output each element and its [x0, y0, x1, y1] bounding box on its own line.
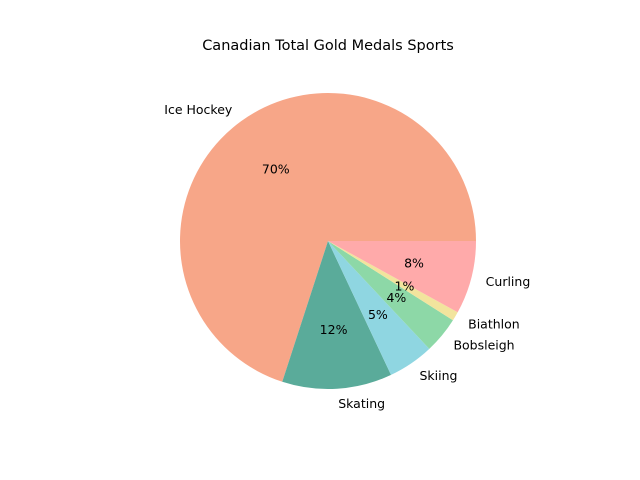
- pie-slice-skiing: [328, 241, 430, 375]
- slice-percent-skiing: 5%: [368, 307, 388, 322]
- pie-slice-ice-hockey: [180, 93, 476, 382]
- pie-slice-biathlon: [328, 241, 458, 321]
- pie-slices: [180, 93, 476, 390]
- slice-label-bobsleigh: Bobsleigh: [453, 337, 514, 352]
- pie-slice-curling: [328, 241, 476, 313]
- slice-percent-biathlon: 1%: [395, 279, 415, 294]
- chart-title: Canadian Total Gold Medals Sports: [202, 38, 454, 54]
- slice-label-skating: Skating: [338, 396, 385, 411]
- pie-labels: Ice Hockey 70% Skating 12% Skiing 5% Bobsleigh…: [164, 102, 530, 411]
- pie-slice-skating: [282, 241, 392, 390]
- slice-percent-skating: 12%: [320, 322, 348, 337]
- slice-percent-bobsleigh: 4%: [386, 290, 406, 305]
- slice-label-biathlon: Biathlon: [468, 316, 520, 331]
- slice-percent-ice-hockey: 70%: [262, 162, 290, 177]
- slice-label-ice-hockey: Ice Hockey: [164, 102, 233, 117]
- slice-percent-curling: 8%: [404, 256, 424, 271]
- slice-label-skiing: Skiing: [420, 368, 458, 383]
- slice-label-curling: Curling: [486, 274, 531, 289]
- pie-slice-bobsleigh: [328, 241, 453, 349]
